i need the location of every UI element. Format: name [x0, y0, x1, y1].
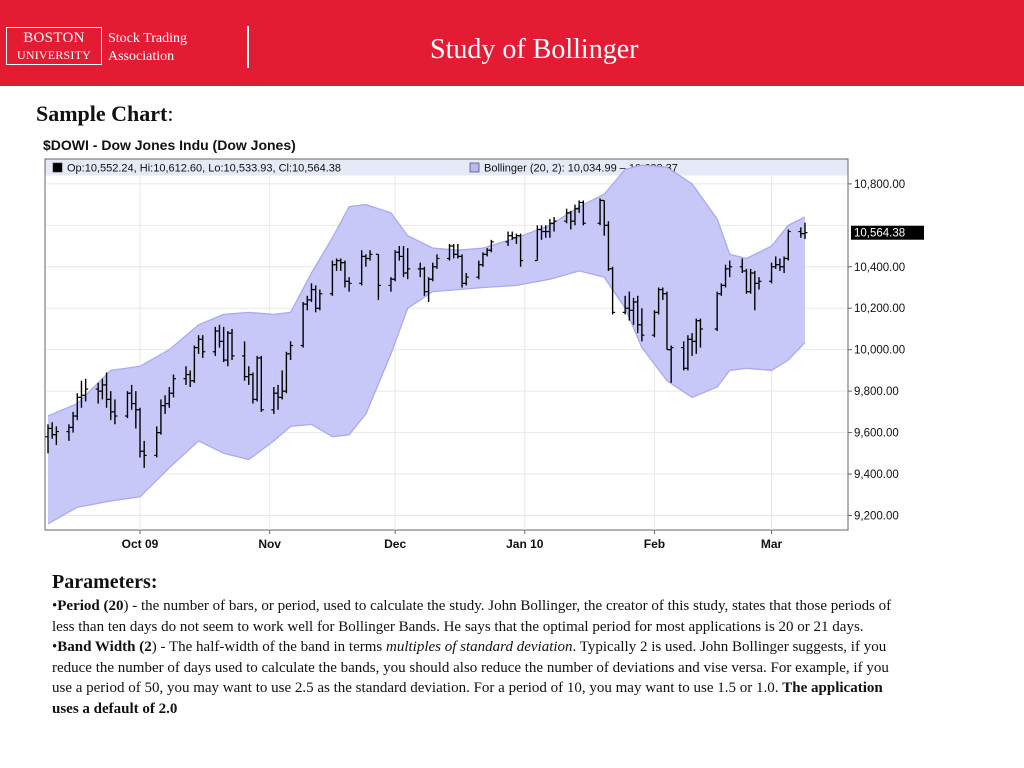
- university-logo: BOSTON UNIVERSITY: [6, 27, 102, 65]
- sample-chart-colon: :: [167, 101, 174, 126]
- org-line2: Association: [108, 49, 175, 64]
- band-width-description: ) - The half-width of the band in terms: [151, 639, 387, 655]
- logo-line1: BOSTON: [23, 30, 85, 46]
- logo-line2: UNIVERSITY: [17, 48, 91, 62]
- period-term: Period (20: [57, 598, 124, 614]
- header-bar: BOSTON UNIVERSITY Stock Trading Associat…: [0, 0, 1024, 86]
- y-tick-label: 10,200.00: [854, 303, 905, 315]
- y-tick-label: 10,800.00: [854, 179, 905, 191]
- band-width-italic: multiples of standard deviation: [386, 639, 573, 655]
- band-width-bullet: •: [52, 639, 58, 655]
- last-price-box: [851, 225, 924, 240]
- org-line1: Stock Trading: [108, 31, 187, 46]
- y-tick-label: 9,400.00: [854, 469, 899, 481]
- y-tick-label: 9,600.00: [854, 428, 899, 440]
- slide-title: Study of Bollinger: [430, 34, 639, 65]
- period-bullet: •: [52, 598, 58, 614]
- legend-swatch-bollinger: [469, 162, 480, 173]
- legend-swatch-price: [52, 162, 63, 173]
- last-price-label: 10,564.38: [854, 228, 905, 240]
- y-tick-label: 10,400.00: [854, 262, 905, 274]
- parameters-heading: Parameters:: [52, 571, 158, 593]
- band-width-default: The application uses a default of 2.0: [52, 680, 883, 717]
- y-tick-label: 9,200.00: [854, 510, 899, 522]
- x-tick-label: Oct 09: [122, 537, 159, 551]
- header-divider: [247, 26, 249, 68]
- y-tick-label: 10,000.00: [854, 345, 905, 357]
- bollinger-band-fill: [48, 165, 805, 524]
- organization-name: Stock Trading Association: [108, 30, 187, 66]
- x-tick-label: Jan 10: [506, 537, 544, 551]
- ohlc-series: [45, 198, 808, 468]
- bollinger-upper-band: [47, 164, 806, 417]
- sample-chart-heading: Sample Chart:: [36, 101, 174, 127]
- period-description: ) - the number of bars, or period, used …: [52, 598, 892, 635]
- bollinger-chart: $DOWI - Dow Jones Indu (Dow Jones) Op:10,…: [43, 137, 924, 551]
- band-width-description-cont: . Typically 2 is used. John Bollinger su…: [52, 639, 889, 696]
- x-tick-label: Nov: [258, 537, 281, 551]
- chart-title: $DOWI - Dow Jones Indu (Dow Jones): [43, 137, 296, 153]
- x-tick-label: Feb: [644, 537, 665, 551]
- x-tick-label: Dec: [384, 537, 406, 551]
- parameters-section: Parameters: •Period (20) - the number of…: [52, 571, 912, 719]
- x-tick-label: Mar: [761, 537, 783, 551]
- period-paragraph: •Period (20) - the number of bars, or pe…: [52, 596, 912, 637]
- band-width-paragraph: •Band Width (2) - The half-width of the …: [52, 637, 912, 719]
- bollinger-lower-band: [47, 270, 806, 525]
- band-width-term: Band Width (2: [57, 639, 152, 655]
- legend-price-text: Op:10,552.24, Hi:10,612.60, Lo:10,533.93…: [67, 163, 341, 175]
- y-tick-label: 9,800.00: [854, 386, 899, 398]
- sample-chart-label: Sample Chart: [36, 101, 168, 126]
